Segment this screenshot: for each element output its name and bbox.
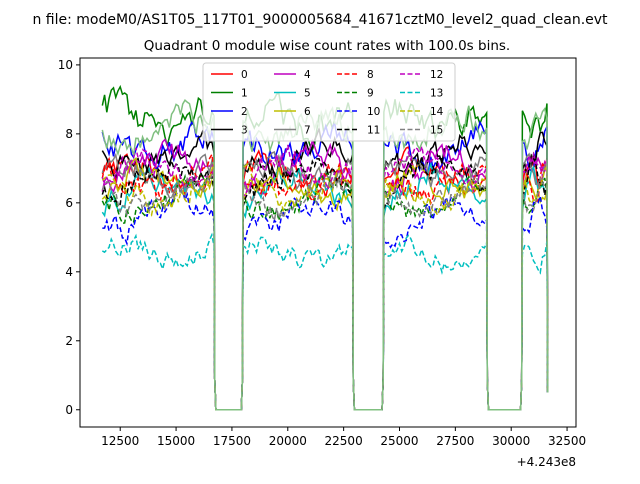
legend-label-2: 2 [241, 106, 248, 118]
x-tick-label: 17500 [213, 434, 251, 448]
y-tick-label: 8 [65, 127, 73, 141]
legend-label-9: 9 [367, 88, 374, 100]
series-line-2 [101, 120, 549, 411]
legend-label-15: 15 [430, 125, 443, 137]
x-tick-label: 27500 [436, 434, 474, 448]
legend-label-6: 6 [304, 106, 311, 118]
y-tick-label: 2 [65, 334, 73, 348]
legend-label-11: 11 [367, 125, 380, 137]
legend-label-3: 3 [241, 125, 248, 137]
series-line-11 [101, 153, 549, 411]
y-tick-label: 0 [65, 403, 73, 417]
legend-box [202, 62, 456, 142]
x-tick-label: 30000 [492, 434, 530, 448]
series-line-13 [101, 232, 549, 411]
x-tick-label: 22500 [325, 434, 363, 448]
y-tick-label: 10 [58, 58, 73, 72]
legend-label-5: 5 [304, 88, 311, 100]
legend-label-7: 7 [304, 125, 311, 137]
legend-label-13: 13 [430, 88, 443, 100]
series-line-15 [101, 168, 549, 411]
legend-label-8: 8 [367, 69, 374, 81]
series-line-3 [101, 126, 549, 411]
series-line-6 [101, 157, 549, 411]
series-line-14 [101, 162, 549, 411]
legend-label-10: 10 [367, 106, 380, 118]
legend-label-4: 4 [304, 69, 311, 81]
y-tick-label: 6 [65, 196, 73, 210]
legend-label-0: 0 [241, 69, 248, 81]
axes-frame [79, 57, 577, 428]
series-line-8 [101, 152, 549, 411]
x-axis: 12500 15000 17500 20000 22500 25000 27500 30000… [101, 427, 586, 448]
x-tick-label: 20000 [269, 434, 307, 448]
series-layer [101, 84, 549, 411]
x-offset-label: +4.243e8 [517, 455, 576, 469]
y-axis: 0 2 4 6 8 10 [58, 58, 80, 417]
x-tick-label: 25000 [380, 434, 418, 448]
x-tick-label: 15000 [157, 434, 195, 448]
x-tick-label: 12500 [101, 434, 139, 448]
series-line-10 [102, 189, 549, 411]
series-line-12 [101, 143, 549, 411]
figure-suptitle: n file: modeM0/AS1T05_117T01_9000005684_… [32, 12, 608, 28]
legend-label-1: 1 [241, 88, 248, 100]
y-tick-label: 4 [65, 265, 73, 279]
series-line-7 [101, 151, 549, 411]
x-tick-label: 32500 [548, 434, 586, 448]
legend-label-12: 12 [430, 69, 443, 81]
legend-label-14: 14 [430, 106, 444, 118]
chart-title: Quadrant 0 module wise count rates with … [144, 38, 510, 54]
